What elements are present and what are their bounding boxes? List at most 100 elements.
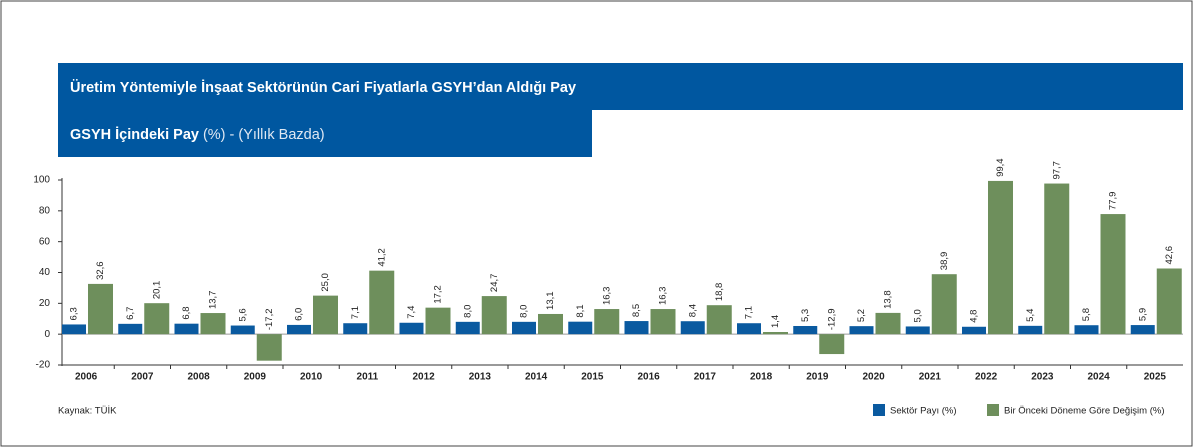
value-label: 6,7: [125, 307, 136, 320]
bar: [399, 322, 424, 335]
x-tick-label: 2006: [75, 372, 98, 383]
bar: [905, 326, 930, 335]
value-label: 16,3: [658, 287, 669, 306]
value-label: 8,0: [519, 305, 530, 318]
bar: [875, 312, 901, 335]
value-label: 42,6: [1164, 246, 1175, 265]
value-label: 8,5: [631, 304, 642, 317]
bar: [1044, 183, 1070, 335]
x-tick-label: 2011: [357, 372, 379, 383]
bar: [1100, 214, 1126, 335]
bar: [819, 334, 845, 355]
bar: [568, 321, 593, 335]
chart-title: Üretim Yöntemiyle İnşaat Sektörünün Cari…: [70, 79, 576, 96]
title-band: [58, 63, 1183, 110]
value-label: 18,8: [714, 283, 725, 302]
subtitle-bold: GSYH İçindeki Pay: [70, 126, 199, 143]
value-label: -12,9: [826, 309, 837, 331]
bar: [680, 321, 705, 335]
value-label: 41,2: [376, 248, 387, 267]
value-label: 20,1: [151, 281, 162, 300]
bar: [425, 307, 451, 335]
bar: [763, 332, 788, 335]
x-tick-label: 2019: [806, 372, 829, 383]
value-label: 4,8: [969, 310, 980, 323]
value-label: 32,6: [95, 261, 106, 280]
bar: [174, 323, 199, 335]
value-label: 8,0: [462, 305, 473, 318]
bar: [594, 309, 620, 335]
bar: [287, 324, 311, 335]
chart-subtitle: GSYH İçindeki Pay (%) - (Yıllık Bazda): [70, 126, 325, 143]
value-label: 5,9: [1137, 308, 1148, 321]
bar: [369, 270, 395, 335]
bar: [512, 321, 536, 335]
y-tick-label: 0: [44, 329, 50, 340]
y-tick-label: 60: [39, 236, 51, 247]
subtitle-rest: (%) - (Yıllık Bazda): [203, 127, 325, 143]
bar: [1018, 325, 1043, 335]
legend-label: Sektör Payı (%): [890, 406, 957, 417]
value-label: 97,7: [1051, 161, 1062, 180]
value-label: 7,1: [744, 306, 755, 319]
bar: [650, 309, 676, 335]
x-tick-label: 2024: [1088, 372, 1111, 383]
value-label: 6,3: [69, 307, 80, 320]
value-label: 5,4: [1025, 309, 1036, 322]
bar: [118, 323, 143, 335]
bar: [313, 295, 338, 335]
legend-swatch: [987, 404, 999, 416]
bar: [706, 305, 732, 335]
value-label: 5,6: [237, 308, 248, 321]
x-tick-label: 2022: [975, 372, 998, 383]
bar: [793, 325, 818, 335]
bar: [1130, 325, 1155, 335]
y-tick-label: -20: [36, 360, 51, 371]
value-label: 5,8: [1081, 308, 1092, 321]
source: Kaynak: TÜİK: [58, 406, 117, 417]
bar: [256, 334, 282, 361]
value-label: 13,8: [883, 290, 894, 309]
x-tick-label: 2025: [1144, 372, 1167, 383]
value-label: 8,4: [687, 304, 698, 317]
bar: [737, 323, 761, 335]
value-label: 16,3: [601, 287, 612, 306]
bar: [230, 325, 255, 335]
bar: [144, 303, 170, 335]
bar: [1156, 268, 1182, 335]
value-label: 5,2: [856, 309, 867, 322]
bar: [962, 326, 986, 335]
bar: [88, 283, 113, 335]
x-tick-label: 2023: [1031, 372, 1054, 383]
value-label: 24,7: [489, 274, 500, 293]
x-tick-label: 2007: [131, 372, 154, 383]
x-tick-label: 2015: [581, 372, 604, 383]
x-tick-label: 2013: [469, 372, 492, 383]
bar: [62, 324, 86, 335]
value-label: 1,4: [770, 315, 781, 328]
value-label: 7,4: [406, 306, 417, 319]
value-label: 99,4: [995, 158, 1006, 177]
y-tick-label: 20: [39, 298, 51, 309]
x-tick-label: 2021: [919, 372, 942, 383]
legend-swatch: [873, 404, 885, 416]
x-tick-label: 2017: [694, 372, 717, 383]
x-tick-label: 2018: [750, 372, 773, 383]
value-label: 38,9: [939, 252, 950, 271]
subtitle-band: [58, 110, 592, 157]
value-label: 6,0: [294, 308, 305, 321]
x-tick-label: 2014: [525, 372, 548, 383]
bar: [849, 326, 874, 335]
bar: [481, 296, 507, 335]
bar: [343, 323, 368, 335]
x-tick-label: 2009: [244, 372, 267, 383]
bar: [200, 313, 226, 335]
value-label: 77,9: [1108, 192, 1119, 211]
legend-label: Bir Önceki Döneme Göre Değişim (%): [1004, 406, 1165, 417]
x-tick-label: 2016: [638, 372, 661, 383]
y-tick-label: 100: [33, 175, 50, 186]
value-label: 25,0: [320, 273, 331, 292]
bar: [988, 180, 1013, 335]
